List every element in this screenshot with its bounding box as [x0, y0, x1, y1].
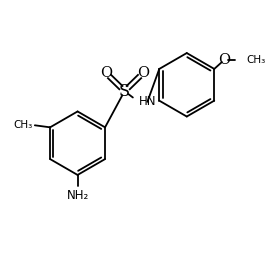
Text: O: O — [100, 66, 112, 80]
Text: NH₂: NH₂ — [66, 189, 89, 202]
Text: O: O — [218, 53, 230, 67]
Text: HN: HN — [139, 95, 156, 108]
Text: CH₃: CH₃ — [13, 120, 32, 130]
Text: S: S — [119, 83, 130, 100]
Text: O: O — [137, 66, 149, 80]
Text: CH₃: CH₃ — [246, 55, 265, 65]
